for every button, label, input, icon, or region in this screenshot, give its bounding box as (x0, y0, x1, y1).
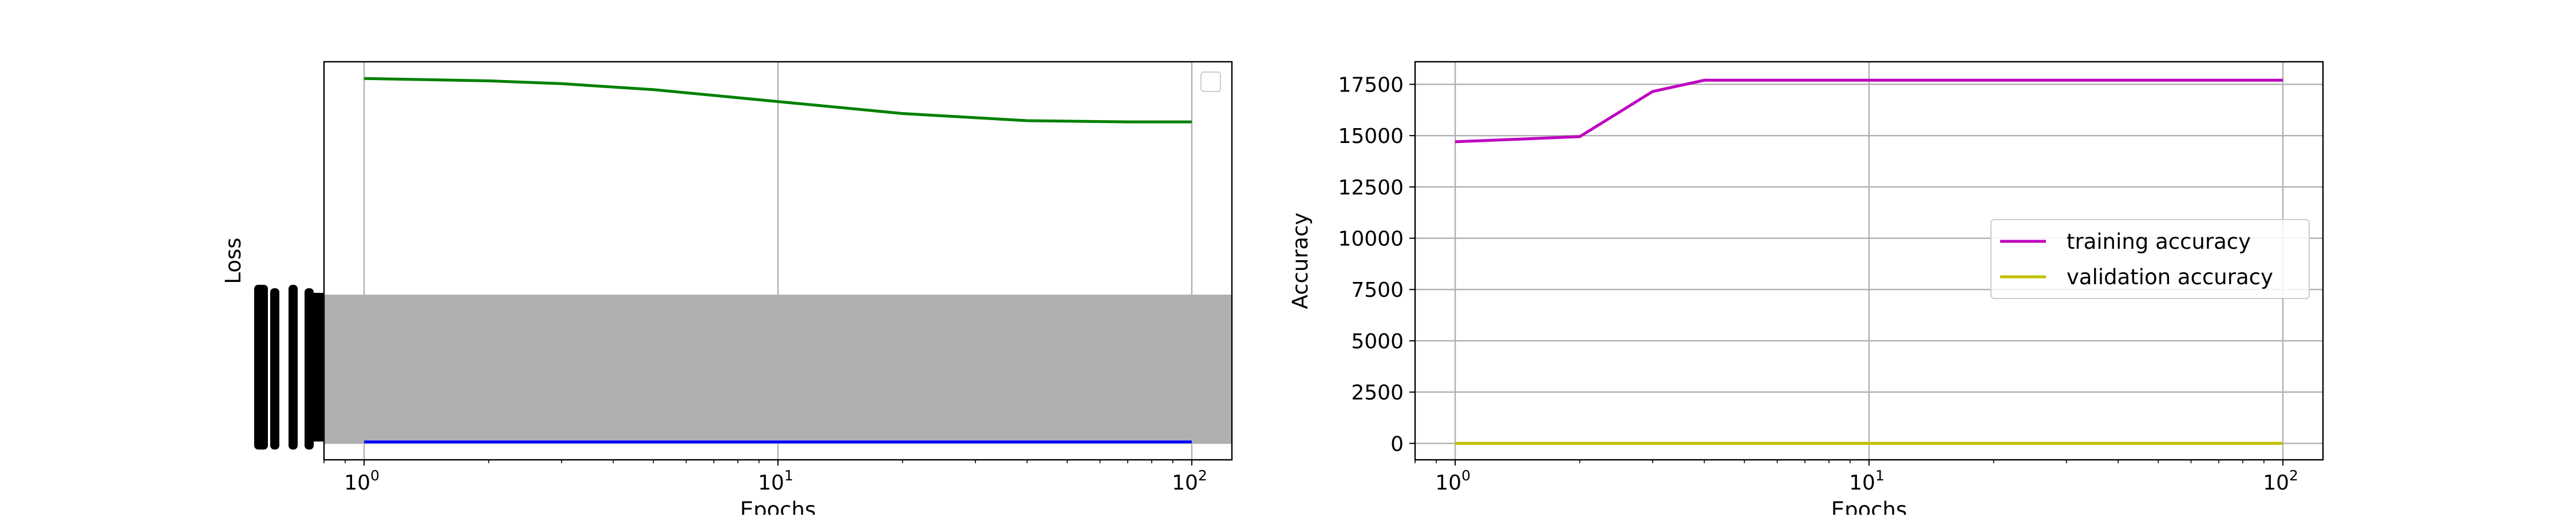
x-tick-base: 10 (758, 471, 784, 495)
x-tick-base: 10 (1435, 471, 1461, 495)
x-tick-exponent: 1 (784, 467, 793, 484)
x-tick-exponent: 0 (1461, 467, 1471, 484)
overlapping-y-tick-labels (254, 285, 268, 450)
x-tick-base: 10 (1172, 471, 1198, 495)
x-tick-base: 10 (1849, 471, 1875, 495)
x-tick-label: 102 (2263, 467, 2298, 495)
y-tick-label: 17500 (1338, 73, 1404, 97)
legend-box (1990, 219, 2310, 299)
y-tick-label: 10000 (1338, 228, 1404, 251)
x-tick-label: 101 (758, 467, 793, 495)
x-tick-base: 10 (2263, 471, 2289, 495)
axes-frame (323, 61, 1233, 461)
x-tick-exponent: 0 (370, 467, 380, 484)
y-tick-label: 2500 (1351, 381, 1404, 405)
overlapping-y-tick-labels (305, 288, 314, 450)
x-tick-exponent: 2 (1198, 467, 1207, 484)
x-tick-label: 101 (1849, 467, 1884, 495)
x-axis-label: Epochs (740, 498, 816, 515)
axes-frame (1414, 61, 2324, 461)
y-tick-label: 5000 (1351, 330, 1404, 353)
y-tick-label: 7500 (1351, 279, 1404, 302)
x-tick-exponent: 1 (1875, 467, 1884, 484)
x-tick-label: 100 (1435, 467, 1471, 495)
x-tick-label: 100 (344, 467, 380, 495)
legend-label: validation accuracy (2067, 265, 2273, 289)
x-tick-label: 102 (1172, 467, 1207, 495)
x-tick-base: 10 (344, 471, 370, 495)
y-tick-label: 0 (1390, 432, 1404, 456)
legend-box (1200, 71, 1221, 92)
y-axis-label: Accuracy (1288, 213, 1313, 309)
overlapping-y-tick-labels (270, 288, 279, 450)
x-tick-exponent: 2 (2289, 467, 2298, 484)
series-line-0 (364, 77, 1192, 124)
overlapping-y-tick-marks (314, 293, 324, 442)
y-tick-label: 15000 (1338, 125, 1404, 148)
y-axis-label: Loss (221, 237, 246, 284)
y-tick-label: 12500 (1338, 176, 1404, 200)
x-axis-label: Epochs (1831, 498, 1907, 515)
overlapping-y-tick-labels (289, 285, 298, 450)
legend-label: training accuracy (2067, 229, 2251, 254)
series-line-0 (1455, 78, 2283, 144)
